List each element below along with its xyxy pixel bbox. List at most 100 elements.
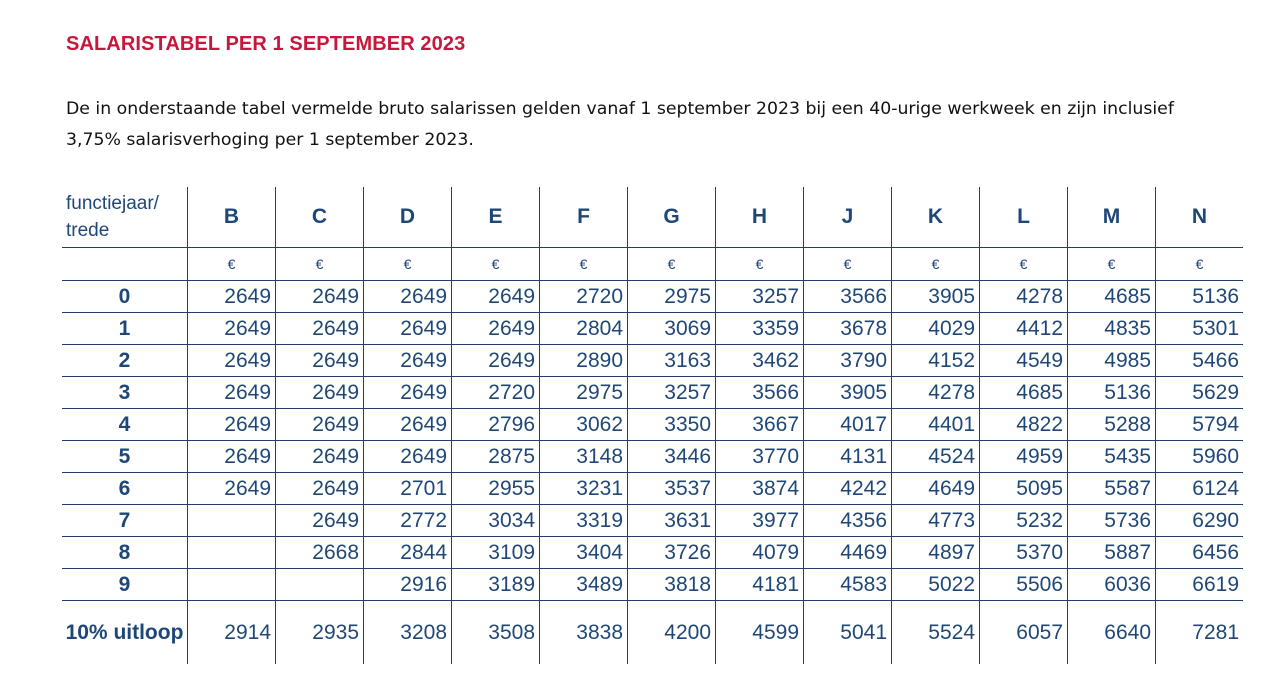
salary-cell: 3770: [715, 440, 804, 473]
currency-symbol: €: [451, 247, 540, 281]
column-header-f: F: [539, 187, 628, 248]
salary-cell: 2975: [539, 376, 628, 409]
row-label: 4: [62, 408, 188, 441]
salary-cell: [187, 536, 276, 569]
salary-cell: 2649: [187, 376, 276, 409]
salary-cell: 5794: [1155, 408, 1243, 441]
salary-cell: 3163: [627, 344, 716, 377]
salary-cell: 4017: [803, 408, 892, 441]
currency-symbol: €: [539, 247, 628, 281]
salary-cell: 3359: [715, 312, 804, 345]
salary-cell: 4029: [891, 312, 980, 345]
column-header-k: K: [891, 187, 980, 248]
salary-cell: 5136: [1067, 376, 1156, 409]
salary-cell: 5960: [1155, 440, 1243, 473]
intro-paragraph: De in onderstaande tabel vermelde bruto …: [66, 99, 1174, 150]
salary-cell: 4959: [979, 440, 1068, 473]
salary-cell: 3319: [539, 504, 628, 537]
salary-cell: 2935: [275, 600, 364, 664]
salary-cell: 2955: [451, 472, 540, 505]
salary-cell: 4685: [979, 376, 1068, 409]
currency-symbol: €: [275, 247, 364, 281]
salary-cell: 6124: [1155, 472, 1243, 505]
column-header-b: B: [187, 187, 276, 248]
salary-cell: 3489: [539, 568, 628, 601]
table-row: 4 2649 2649 2649 2796 3062 3350 3667 4017 4401 482…: [62, 408, 1243, 441]
table-row: 3 2649 2649 2649 2720 2975 3257 3566 3905 4278 468…: [62, 376, 1243, 409]
salary-cell: 4200: [627, 600, 716, 664]
salary-cell: 7281: [1155, 600, 1243, 664]
salary-cell: 5736: [1067, 504, 1156, 537]
salary-cell: 2720: [451, 376, 540, 409]
column-header-n: N: [1155, 187, 1243, 248]
empty-cell: [62, 247, 188, 281]
column-header-j: J: [803, 187, 892, 248]
currency-symbol: €: [1155, 247, 1243, 281]
row-label: 7: [62, 504, 188, 537]
table-row: 8 2668 2844 3109 3404 3726 4079 4469 4897 5370 588…: [62, 536, 1243, 569]
salary-cell: 4524: [891, 440, 980, 473]
salary-cell: 2649: [275, 376, 364, 409]
row-label: 0: [62, 280, 188, 313]
salary-cell: 2649: [187, 408, 276, 441]
row-label: 1: [62, 312, 188, 345]
salary-cell: 2914: [187, 600, 276, 664]
salary-cell: 3566: [803, 280, 892, 313]
salary-cell: 4773: [891, 504, 980, 537]
salary-cell: 6456: [1155, 536, 1243, 569]
currency-row: € € € € € € € € € € € €: [62, 247, 1243, 281]
salary-cell: 6619: [1155, 568, 1243, 601]
salary-cell: 2796: [451, 408, 540, 441]
salary-cell: 3537: [627, 472, 716, 505]
salary-cell: 3631: [627, 504, 716, 537]
salary-cell: 4469: [803, 536, 892, 569]
salary-cell: 3350: [627, 408, 716, 441]
salary-cell: 2649: [187, 472, 276, 505]
salary-cell: 3566: [715, 376, 804, 409]
salary-cell: 3148: [539, 440, 628, 473]
currency-symbol: €: [627, 247, 716, 281]
column-header-m: M: [1067, 187, 1156, 248]
table-row: 9 2916 3189 3489 3818 4181 4583 5022 5506 6036 661…: [62, 568, 1243, 601]
salary-cell: [275, 568, 364, 601]
salary-cell: 2975: [627, 280, 716, 313]
table-row: 7 2649 2772 3034 3319 3631 3977 4356 4773 5232 573…: [62, 504, 1243, 537]
salary-cell: 6290: [1155, 504, 1243, 537]
salary-cell: 3109: [451, 536, 540, 569]
salary-cell: 5095: [979, 472, 1068, 505]
salary-cell: 3231: [539, 472, 628, 505]
salary-cell: 4181: [715, 568, 804, 601]
salary-cell: 5466: [1155, 344, 1243, 377]
salary-cell: 2649: [275, 344, 364, 377]
salary-cell: 5629: [1155, 376, 1243, 409]
column-header-l: L: [979, 187, 1068, 248]
salary-cell: 5022: [891, 568, 980, 601]
salary-cell: 2649: [275, 280, 364, 313]
salary-cell: 2649: [275, 472, 364, 505]
currency-symbol: €: [1067, 247, 1156, 281]
salary-cell: 4583: [803, 568, 892, 601]
salary-cell: 3446: [627, 440, 716, 473]
salary-cell: 6057: [979, 600, 1068, 664]
salary-cell: 3034: [451, 504, 540, 537]
salary-cell: 2649: [275, 312, 364, 345]
salary-cell: 2649: [187, 312, 276, 345]
salary-cell: 2720: [539, 280, 628, 313]
salary-cell: [187, 568, 276, 601]
salary-cell: 3790: [803, 344, 892, 377]
salary-cell: 2772: [363, 504, 452, 537]
salary-cell: [187, 504, 276, 537]
salary-cell: 2649: [363, 312, 452, 345]
table-row: 10% uitloop 2914 2935 3208 3508 3838 4200 4599 5…: [62, 600, 1243, 664]
salary-cell: 3189: [451, 568, 540, 601]
column-header-e: E: [451, 187, 540, 248]
salary-cell: 5136: [1155, 280, 1243, 313]
salary-cell: 2649: [363, 408, 452, 441]
salary-cell: 5524: [891, 600, 980, 664]
salary-cell: 5506: [979, 568, 1068, 601]
salary-cell: 5301: [1155, 312, 1243, 345]
salary-cell: 3257: [627, 376, 716, 409]
salary-cell: 3874: [715, 472, 804, 505]
salary-cell: 6036: [1067, 568, 1156, 601]
